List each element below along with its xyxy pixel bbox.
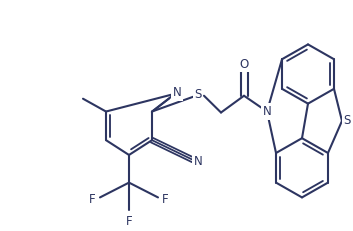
Text: S: S [194, 88, 202, 101]
Text: F: F [162, 193, 169, 206]
Text: N: N [173, 86, 181, 99]
Text: N: N [194, 155, 202, 168]
Text: F: F [89, 193, 96, 206]
Text: O: O [239, 58, 249, 71]
Text: S: S [343, 114, 351, 128]
Text: F: F [126, 215, 132, 228]
Text: N: N [263, 105, 271, 118]
